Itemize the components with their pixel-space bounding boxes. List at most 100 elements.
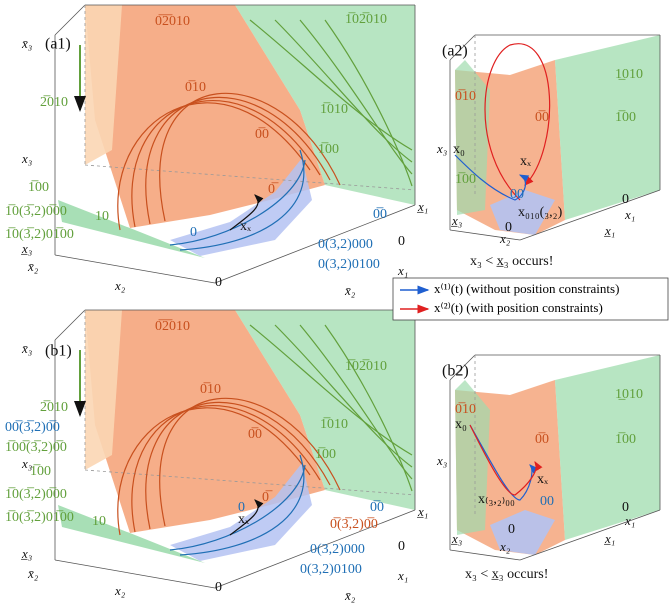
label: x̄₃ [21, 341, 32, 356]
region [455, 60, 490, 215]
label: xₓ [537, 472, 549, 487]
label: 0 [398, 539, 405, 554]
axis-edge [449, 229, 521, 241]
region [455, 380, 490, 535]
label: 0̅0 [248, 427, 262, 442]
axis-edge [449, 549, 521, 561]
region [85, 310, 122, 470]
label: x̲₃ [20, 241, 32, 256]
label: (b1) [45, 343, 72, 360]
label: x₀ [455, 417, 467, 432]
region [235, 5, 415, 205]
label: x̄₂ [27, 259, 39, 274]
label: (b2) [442, 363, 469, 380]
label: 1̅0(3̅,2)0̅00 [5, 204, 67, 219]
trajectory [117, 407, 311, 536]
trajectory [117, 102, 311, 231]
label: 1̅0(3̅,2)0̅00 [5, 487, 67, 502]
label: 0̅0 [255, 127, 269, 142]
label: 0(3,2)0100 [300, 562, 362, 577]
region [490, 190, 555, 235]
label: x̲₃ [450, 213, 462, 228]
label: 10 [95, 209, 109, 224]
label: x₂ [114, 583, 126, 598]
label: x₃ [436, 453, 447, 468]
label: 10 [92, 514, 106, 529]
label: 1̅02̅010 [345, 359, 387, 374]
legend-label: x⁽¹⁾(t) (without position constraints) [434, 281, 619, 296]
label: x₀ [453, 142, 465, 157]
label: 2̅010 [40, 95, 68, 110]
label: x₍₃,₂₎₀₀ [478, 492, 515, 507]
axis-edge [84, 164, 416, 191]
label: x̲₃ [450, 531, 462, 546]
label: 0̅ [262, 490, 273, 505]
label: x̲₁ [603, 531, 615, 546]
label: 00 [540, 494, 554, 509]
label: x̲₁ [416, 199, 428, 214]
label: 0 [505, 220, 512, 235]
trajectory [159, 397, 341, 527]
label: x₁ [624, 513, 635, 528]
label: 1̅00 [28, 180, 49, 195]
trajectory [145, 401, 331, 530]
label: 0 [215, 580, 222, 595]
label: 0 [622, 500, 629, 515]
region [170, 463, 312, 561]
label: x₁ [624, 207, 635, 222]
label: x₃ [21, 456, 32, 471]
region [490, 510, 555, 555]
label: 0(3,2)000 [310, 542, 365, 557]
label: 0̅10 [200, 382, 221, 397]
label: x₁ [397, 568, 408, 583]
label: 0̅10 [455, 402, 476, 417]
label: 1̅02̅010 [345, 12, 387, 27]
trajectory [179, 454, 305, 556]
label: 1̅0(3̅,2)01̅00 [5, 510, 74, 525]
axis-edge [449, 34, 476, 61]
label: 0(3,2)0100 [318, 257, 380, 272]
label: 1̅010 [320, 102, 348, 117]
label: x₃ [436, 141, 447, 156]
region [170, 158, 312, 256]
axis-edge [54, 4, 86, 36]
trajectory [469, 424, 543, 496]
label: xₓ [520, 154, 532, 169]
label: (a2) [442, 43, 468, 60]
label: x₃ < x̲₃ occurs! [465, 567, 548, 582]
label: x₂ [114, 278, 126, 293]
axis-edge [214, 204, 416, 284]
label: 0 [215, 275, 222, 290]
trajectory [159, 92, 341, 222]
label: 1̅00 [315, 447, 336, 462]
label: 0(3,2)000 [318, 237, 373, 252]
label: 0 [398, 234, 405, 249]
label: x̄₃ [21, 36, 32, 51]
axis-edge [54, 309, 86, 341]
trajectory [484, 43, 551, 201]
axis-edge [449, 354, 476, 381]
trajectory [169, 159, 306, 246]
label: 0̅10 [455, 89, 476, 104]
region [555, 35, 660, 220]
label: x₃ < x̲₃ occurs! [470, 254, 553, 269]
label: 0̅(3̅,2)0̅0 [330, 517, 378, 532]
axis-edge [54, 559, 216, 589]
label: 00̅(3̅,2)0̅0 [5, 420, 60, 435]
label: x̲₃ [20, 546, 32, 561]
trajectory [179, 149, 305, 251]
label: x₂ [499, 539, 511, 554]
axis-edge [519, 189, 661, 241]
label: xₓ [238, 512, 250, 527]
label: 0 [190, 225, 197, 240]
legend: x⁽¹⁾(t) (without position constraints) x… [392, 277, 669, 321]
axis-edge [54, 254, 216, 284]
axis-edge [519, 509, 661, 561]
axis-edge [214, 509, 416, 589]
label: 1̅00̅(3̅,2)0̅0 [5, 440, 67, 455]
region [85, 5, 325, 228]
legend-box [392, 277, 669, 321]
label: 1̅00 [30, 464, 51, 479]
axis-edge [84, 469, 416, 496]
label: x̲₁ [416, 504, 428, 519]
